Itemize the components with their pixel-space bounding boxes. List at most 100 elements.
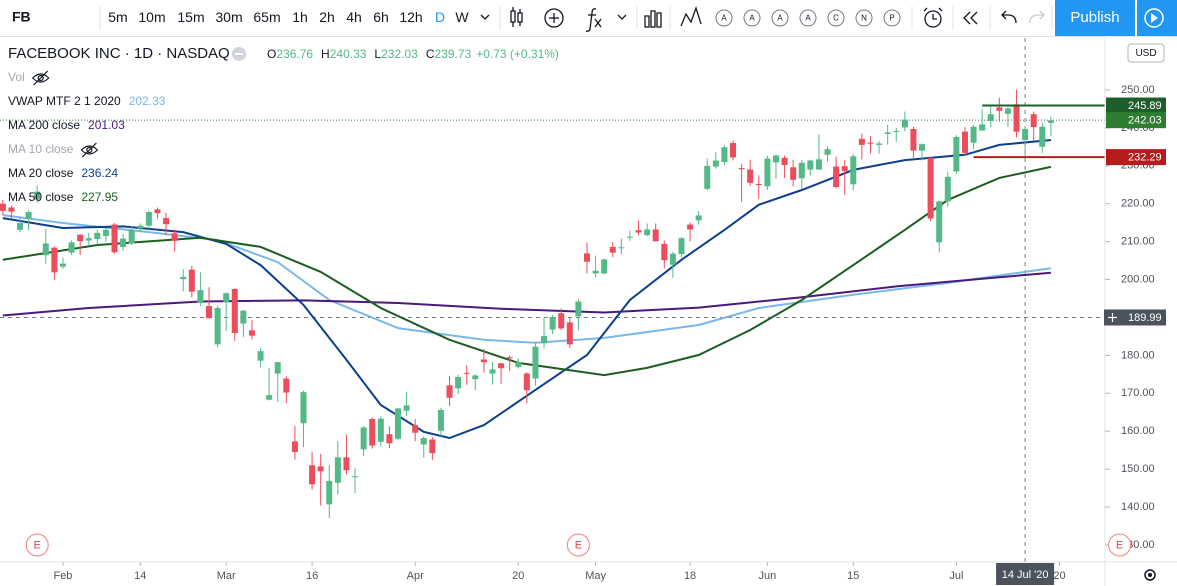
candle-body (936, 201, 943, 243)
candle-body (377, 418, 384, 442)
candle-body (678, 238, 685, 255)
drawing-tool[interactable] (743, 9, 761, 27)
candle-body (1030, 114, 1037, 128)
candle-body (154, 209, 161, 214)
settings-icon[interactable] (1144, 569, 1156, 581)
interval-button[interactable]: 5m (108, 9, 127, 25)
candle-body (523, 373, 530, 391)
x-tick-label: Jul (949, 570, 963, 582)
drawing-tool[interactable] (771, 9, 789, 27)
interval-button[interactable]: 2h (319, 9, 335, 25)
candle-body (910, 128, 917, 151)
candle-body (876, 143, 883, 145)
drawing-tool-letter: A (749, 14, 755, 23)
symbol[interactable]: FB (12, 9, 31, 25)
drawing-tool[interactable] (827, 9, 845, 27)
interval-button[interactable]: 1h (292, 9, 308, 25)
templates-icon[interactable] (644, 10, 662, 28)
candle-body (919, 144, 926, 151)
chart-type-icon[interactable] (510, 7, 523, 27)
y-tick-label: 210.00 (1121, 236, 1155, 248)
interval-button[interactable]: D (435, 9, 445, 25)
candle-body (755, 183, 762, 185)
ohlc-key: L (374, 47, 381, 61)
candle-body (206, 306, 213, 319)
undo-icon[interactable] (1001, 10, 1017, 24)
interval-button[interactable]: 65m (253, 9, 280, 25)
indicator-value: 227.95 (81, 190, 118, 204)
interval-button[interactable]: 30m (215, 9, 242, 25)
visibility-icon[interactable] (80, 142, 99, 158)
interval-button[interactable]: 4h (346, 9, 362, 25)
event-marker (566, 533, 590, 557)
candle-body (394, 408, 402, 439)
candle-body (850, 156, 857, 185)
candle-body (815, 159, 822, 170)
y-tick-label: 150.00 (1121, 463, 1155, 475)
drawing-tool[interactable] (715, 9, 733, 27)
currency-box[interactable] (1127, 43, 1165, 63)
candle-body (429, 439, 436, 454)
candle-body (661, 243, 668, 261)
interval-button[interactable]: 10m (138, 9, 165, 25)
candle-body (1047, 120, 1054, 123)
indicator-name: MA 200 close (8, 118, 80, 132)
candle-body (927, 157, 934, 219)
candle-body (386, 434, 393, 444)
candle-body (618, 247, 625, 249)
candle-body (214, 307, 221, 345)
x-tick-label: Jun (759, 570, 777, 582)
drawing-tool-letter: A (721, 14, 727, 23)
candle-body (884, 132, 891, 134)
indicator-legend: MA 20 close 236.24 (8, 166, 118, 180)
candle-body (824, 149, 831, 155)
candle-body (8, 207, 15, 212)
candle-body (833, 166, 840, 188)
candle-body (171, 233, 178, 241)
alarm-icon[interactable] (923, 7, 943, 28)
interval-dropdown[interactable] (480, 14, 490, 20)
ohlc-key: O (267, 47, 276, 61)
candle-body (583, 253, 590, 262)
ohlc-value: 240.33 (330, 47, 367, 61)
candle-body (137, 225, 144, 229)
candle-body (17, 223, 24, 230)
visibility-icon[interactable] (31, 70, 50, 86)
y-tick-label: 140.00 (1121, 501, 1155, 513)
drawing-tool-letter: A (777, 14, 783, 23)
stream-icon (1144, 8, 1164, 28)
indicator-name: MA 10 close (8, 142, 74, 156)
eye-pupil (86, 146, 93, 154)
compare-icon[interactable] (544, 8, 564, 28)
publish-button[interactable] (1055, 0, 1135, 36)
price-label: 232.29 (1128, 152, 1162, 164)
indicators-icon[interactable] (585, 8, 627, 32)
drawing-tool[interactable] (799, 9, 817, 27)
axes: USD 130.00140.00150.00160.00170.00180.00… (0, 37, 1177, 586)
candle-body (85, 238, 92, 241)
candle-body (566, 322, 573, 345)
candle-body (635, 230, 642, 233)
drawing-tool[interactable] (855, 9, 873, 27)
alerts-wave-icon[interactable] (680, 5, 702, 27)
indicator-legend: MA 50 close 227.95 (8, 190, 118, 204)
eye-slash (81, 142, 97, 158)
redo-icon[interactable] (1029, 10, 1045, 24)
collapse-button[interactable] (232, 47, 246, 61)
candle-body (1013, 104, 1020, 132)
drawing-tool[interactable] (883, 9, 901, 27)
candle-body (412, 425, 419, 433)
candle-body (0, 203, 6, 211)
interval-button[interactable]: W (455, 9, 469, 25)
candle-body (644, 229, 651, 236)
interval-button[interactable]: 6h (373, 9, 389, 25)
candle-body (326, 480, 333, 505)
indicator-value: 236.24 (81, 166, 118, 180)
interval-button[interactable]: 12h (399, 9, 422, 25)
candle-body (300, 392, 307, 424)
candle-body (68, 242, 75, 253)
x-tick-label: 16 (306, 570, 318, 582)
crosshair-date: 14 Jul '20 (1002, 569, 1049, 581)
replay-icon[interactable] (963, 11, 978, 25)
interval-button[interactable]: 15m (177, 9, 204, 25)
